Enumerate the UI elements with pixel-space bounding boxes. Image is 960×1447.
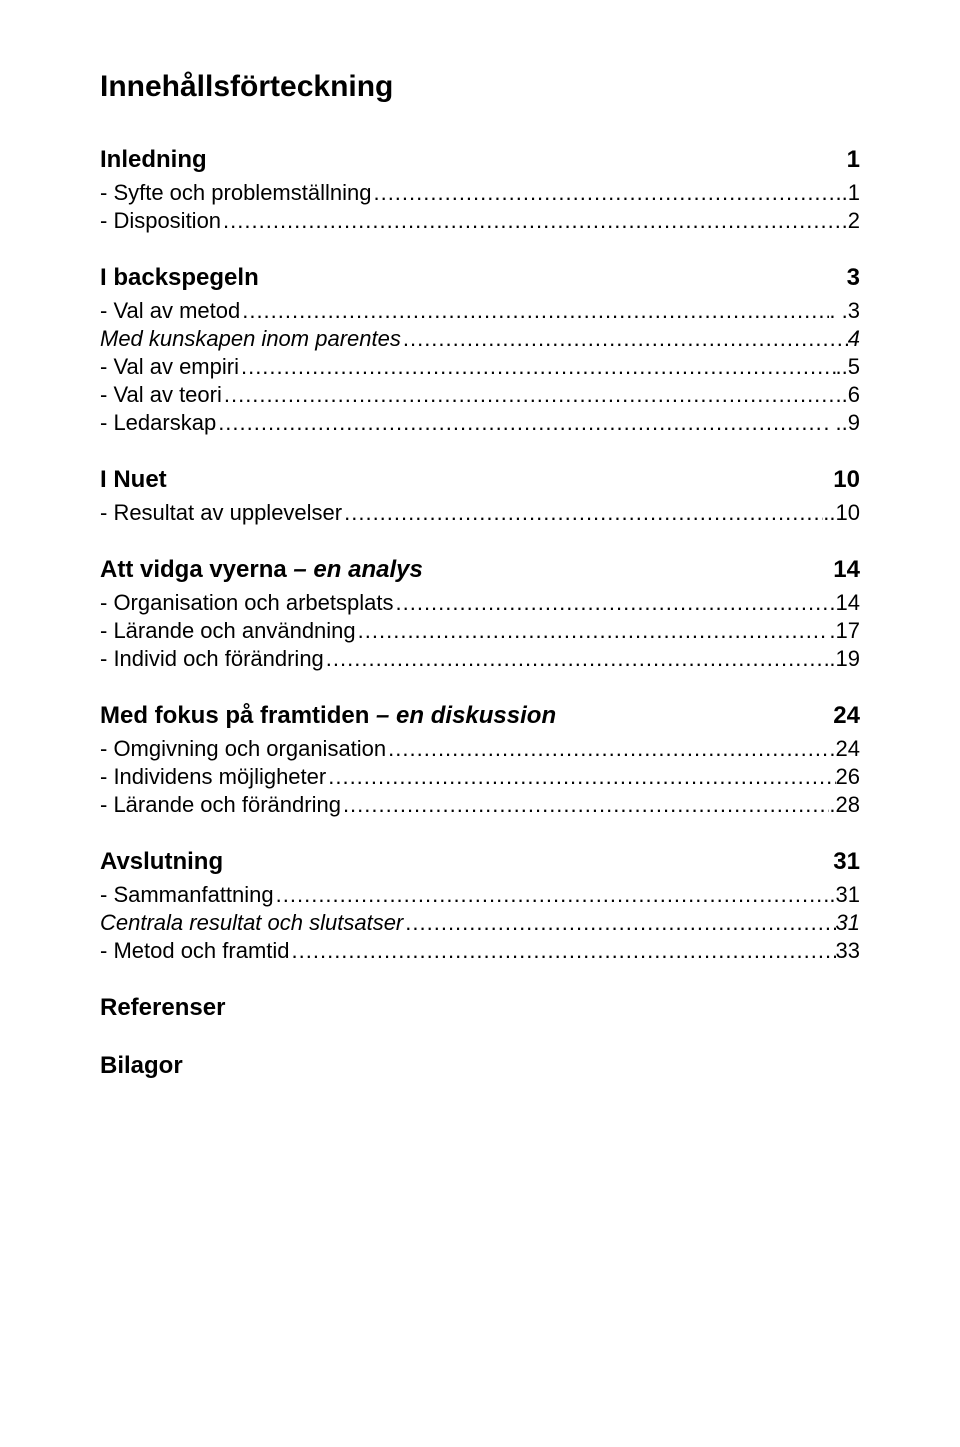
toc-line: - Syfte och problemställning ..1 (100, 180, 860, 206)
section-heading-backspegeln: I backspegeln 3 (100, 264, 860, 292)
toc-line: - Individ och förändring .19 (100, 646, 860, 672)
toc-label: - Individens möjligheter (100, 764, 326, 790)
toc-page: .24 (829, 736, 860, 762)
toc-label: - Val av teori (100, 382, 222, 408)
page-title: Innehållsförteckning (100, 70, 860, 104)
section-heading-inledning: Inledning 1 (100, 146, 860, 174)
leader-dots (403, 910, 835, 936)
toc-line: - Ledarskap . ..9 (100, 410, 860, 436)
leader-dots (216, 410, 823, 436)
leader-dots (356, 618, 830, 644)
toc-line: - Metod och framtid 33 (100, 938, 860, 964)
toc-line: - Sammanfattning ..31 (100, 882, 860, 908)
toc-label: - Disposition (100, 208, 221, 234)
toc-page: .17 (829, 618, 860, 644)
toc-line: - Resultat av upplevelser ..10 (100, 500, 860, 526)
toc-label: - Val av empiri (100, 354, 239, 380)
toc-line: Centrala resultat och slutsatser 31 (100, 910, 860, 936)
section-page: 31 (833, 848, 860, 876)
toc-label: - Omgivning och organisation (100, 736, 386, 762)
toc-page: . ..9 (823, 410, 860, 436)
toc-line: - Lärande och förändring .28 (100, 792, 860, 818)
toc-line: - Organisation och arbetsplats 14 (100, 590, 860, 616)
toc-line: Med kunskapen inom parentes 4 (100, 326, 860, 352)
toc-page: 26 (836, 764, 860, 790)
section-label: Med fokus på framtiden – en diskussion (100, 702, 556, 730)
toc-line: - Val av empiri ..5 (100, 354, 860, 380)
section-heading-bilagor: Bilagor (100, 1052, 860, 1080)
section-page: 24 (833, 702, 860, 730)
section-label-part: Att vidga vyerna (100, 556, 287, 583)
toc-line: - Val av teori .6 (100, 382, 860, 408)
toc-line: - Omgivning och organisation .24 (100, 736, 860, 762)
toc-line: - Val av metod . .3 (100, 298, 860, 324)
section-heading-vyerna: Att vidga vyerna – en analys 14 (100, 556, 860, 584)
toc-page: 33 (836, 938, 860, 964)
toc-label: - Metod och framtid (100, 938, 290, 964)
section-heading-framtiden: Med fokus på framtiden – en diskussion 2… (100, 702, 860, 730)
leader-dots (240, 298, 829, 324)
leader-dots (222, 382, 842, 408)
leader-dots (371, 180, 835, 206)
toc-page: ..1 (836, 180, 860, 206)
section-page: 1 (847, 146, 860, 174)
section-label: Att vidga vyerna – en analys (100, 556, 423, 584)
section-label-tail: – en diskussion (369, 702, 556, 729)
toc-label: - Syfte och problemställning (100, 180, 371, 206)
leader-dots (342, 500, 823, 526)
leader-dots (290, 938, 836, 964)
section-heading-referenser: Referenser (100, 994, 860, 1022)
toc-label: - Lärande och förändring (100, 792, 341, 818)
leader-dots (326, 764, 835, 790)
section-label-part: Med fokus på framtiden (100, 702, 369, 729)
toc-page: ..5 (836, 354, 860, 380)
toc-page: . .3 (829, 298, 860, 324)
toc-label: - Lärande och användning (100, 618, 356, 644)
leader-dots (341, 792, 829, 818)
leader-dots (324, 646, 830, 672)
toc-label: Centrala resultat och slutsatser (100, 910, 403, 936)
leader-dots (394, 590, 836, 616)
toc-page: 14 (836, 590, 860, 616)
toc-page: ..31 (823, 882, 860, 908)
section-label: Inledning (100, 146, 207, 174)
toc-label: - Val av metod (100, 298, 240, 324)
toc-page: .19 (829, 646, 860, 672)
toc-page: 4 (848, 326, 860, 352)
toc-label: - Resultat av upplevelser (100, 500, 342, 526)
section-label: Avslutning (100, 848, 223, 876)
toc-line: - Individens möjligheter 26 (100, 764, 860, 790)
section-label-tail: – en analys (287, 556, 423, 583)
toc-page: .2 (842, 208, 860, 234)
leader-dots (239, 354, 836, 380)
section-heading-nuet: I Nuet 10 (100, 466, 860, 494)
toc-page: .28 (829, 792, 860, 818)
section-heading-avslutning: Avslutning 31 (100, 848, 860, 876)
toc-line: - Lärande och användning .17 (100, 618, 860, 644)
section-label: I backspegeln (100, 264, 259, 292)
leader-dots (386, 736, 829, 762)
toc-label: Med kunskapen inom parentes (100, 326, 401, 352)
section-page: 10 (833, 466, 860, 494)
toc-page: 31 (836, 910, 860, 936)
leader-dots (274, 882, 824, 908)
leader-dots (401, 326, 848, 352)
section-label: I Nuet (100, 466, 167, 494)
toc-page: .6 (842, 382, 860, 408)
toc-label: - Ledarskap (100, 410, 216, 436)
section-page: 3 (847, 264, 860, 292)
toc-label: - Organisation och arbetsplats (100, 590, 394, 616)
leader-dots (221, 208, 842, 234)
toc-label: - Individ och förändring (100, 646, 324, 672)
toc-page: ..10 (823, 500, 860, 526)
toc-line: - Disposition .2 (100, 208, 860, 234)
section-page: 14 (833, 556, 860, 584)
toc-label: - Sammanfattning (100, 882, 274, 908)
